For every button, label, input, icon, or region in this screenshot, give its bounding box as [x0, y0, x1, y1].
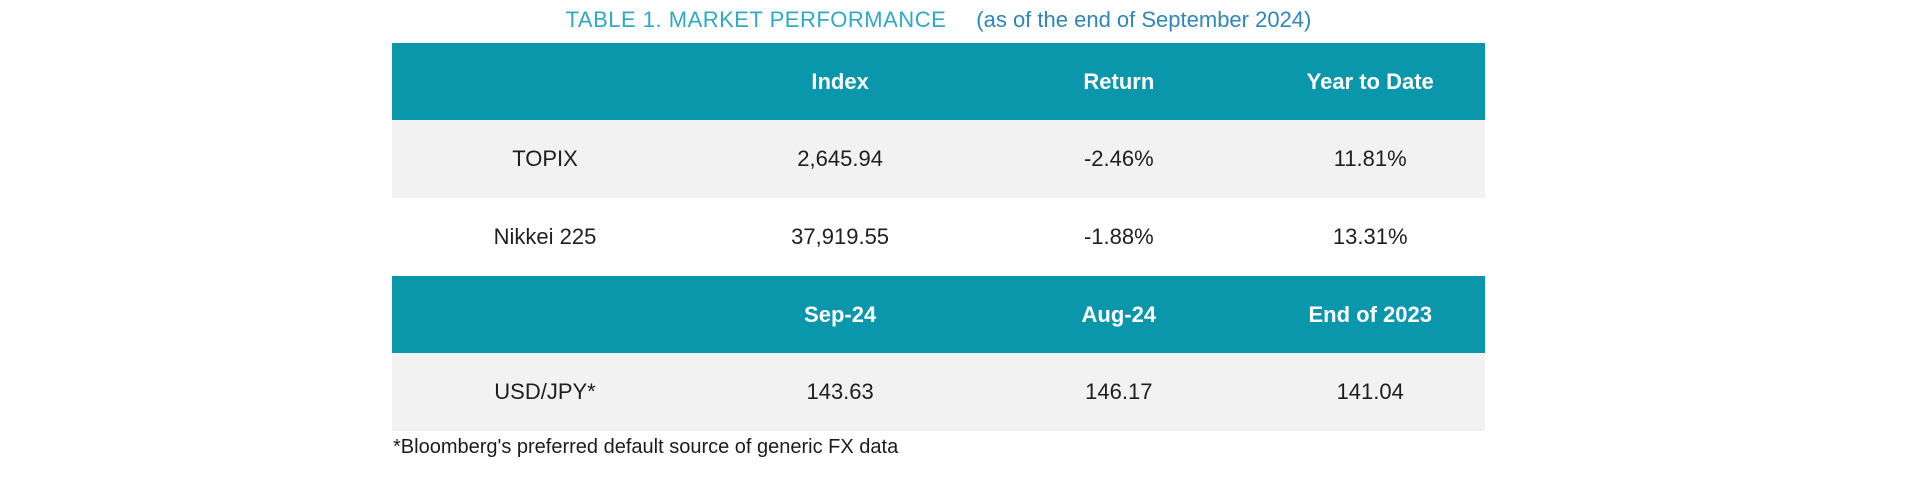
fx-header-row: Sep-24 Aug-24 End of 2023: [392, 276, 1485, 353]
market-performance-table: Index Return Year to Date TOPIX 2,645.94…: [392, 43, 1485, 431]
index-header-index: Index: [811, 68, 869, 94]
index-header-ytd: Year to Date: [1306, 68, 1434, 94]
usdjpy-sep24-value: 143.63: [806, 379, 874, 404]
nikkei-index-value: 37,919.55: [791, 224, 890, 249]
index-header-return: Return: [1083, 68, 1155, 94]
nikkei-return-value: -1.88%: [1083, 224, 1154, 249]
row-label: USD/JPY*: [494, 379, 596, 404]
usdjpy-end2023-value: 141.04: [1336, 379, 1404, 404]
footnote: *Bloomberg's preferred default source of…: [393, 436, 899, 458]
topix-ytd-value: 11.81%: [1333, 146, 1407, 171]
index-header-row: Index Return Year to Date: [392, 43, 1485, 120]
fx-header-aug24: Aug-24: [1081, 301, 1157, 327]
table-row-usdjpy: USD/JPY* 143.63 146.17 141.04: [392, 353, 1485, 431]
table-row-nikkei: Nikkei 225 37,919.55 -1.88% 13.31%: [392, 198, 1485, 276]
table-title-asof: (as of the end of September 2024): [976, 7, 1312, 32]
table-row-topix: TOPIX 2,645.94 -2.46% 11.81%: [392, 120, 1485, 198]
fx-header-sep24: Sep-24: [804, 301, 877, 327]
row-label: Nikkei 225: [493, 224, 597, 249]
usdjpy-aug24-value: 146.17: [1085, 379, 1153, 404]
fx-header-end2023: End of 2023: [1308, 301, 1432, 327]
row-label: TOPIX: [512, 146, 578, 171]
table-title: TABLE 1. MARKET PERFORMANCE (as of the e…: [392, 6, 1485, 34]
nikkei-ytd-value: 13.31%: [1332, 224, 1408, 249]
topix-return-value: -2.46%: [1083, 146, 1154, 171]
topix-index-value: 2,645.94: [797, 146, 883, 171]
table-title-main: TABLE 1. MARKET PERFORMANCE: [565, 7, 947, 32]
